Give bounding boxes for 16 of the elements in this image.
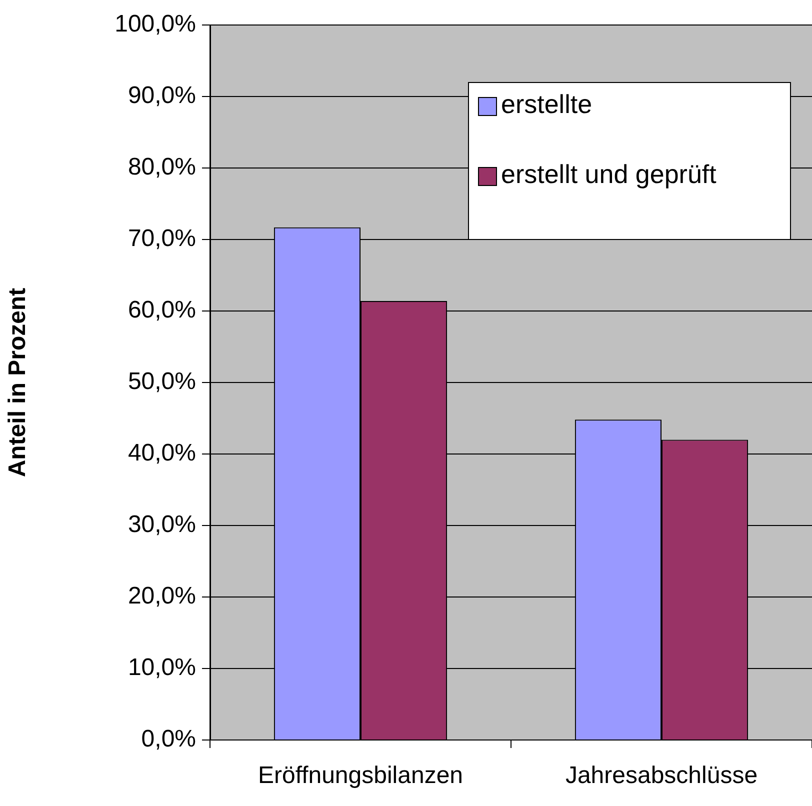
y-tick-label: 90,0% xyxy=(128,82,196,110)
y-tick-label: 50,0% xyxy=(128,368,196,396)
legend-label: erstellt und geprüft xyxy=(501,159,718,190)
y-tick-label: 60,0% xyxy=(128,296,196,324)
y-tick-label: 80,0% xyxy=(128,154,196,181)
legend-label: erstellte xyxy=(501,89,592,120)
x-tick-label: Jahresabschlüsse xyxy=(565,762,758,790)
x-tick-label: Eröffnungsbilanzen xyxy=(258,762,464,790)
y-tick-label: 0,0% xyxy=(141,726,196,753)
y-axis-title: Anteil in Prozent xyxy=(4,288,32,478)
y-tick-label: 40,0% xyxy=(128,440,196,467)
y-tick-label: 10,0% xyxy=(128,654,196,682)
y-tick-label: 30,0% xyxy=(128,511,196,538)
y-tick-label: 70,0% xyxy=(128,225,196,252)
y-tick-label: 100,0% xyxy=(114,10,196,38)
y-tick-label: 20,0% xyxy=(128,582,196,610)
